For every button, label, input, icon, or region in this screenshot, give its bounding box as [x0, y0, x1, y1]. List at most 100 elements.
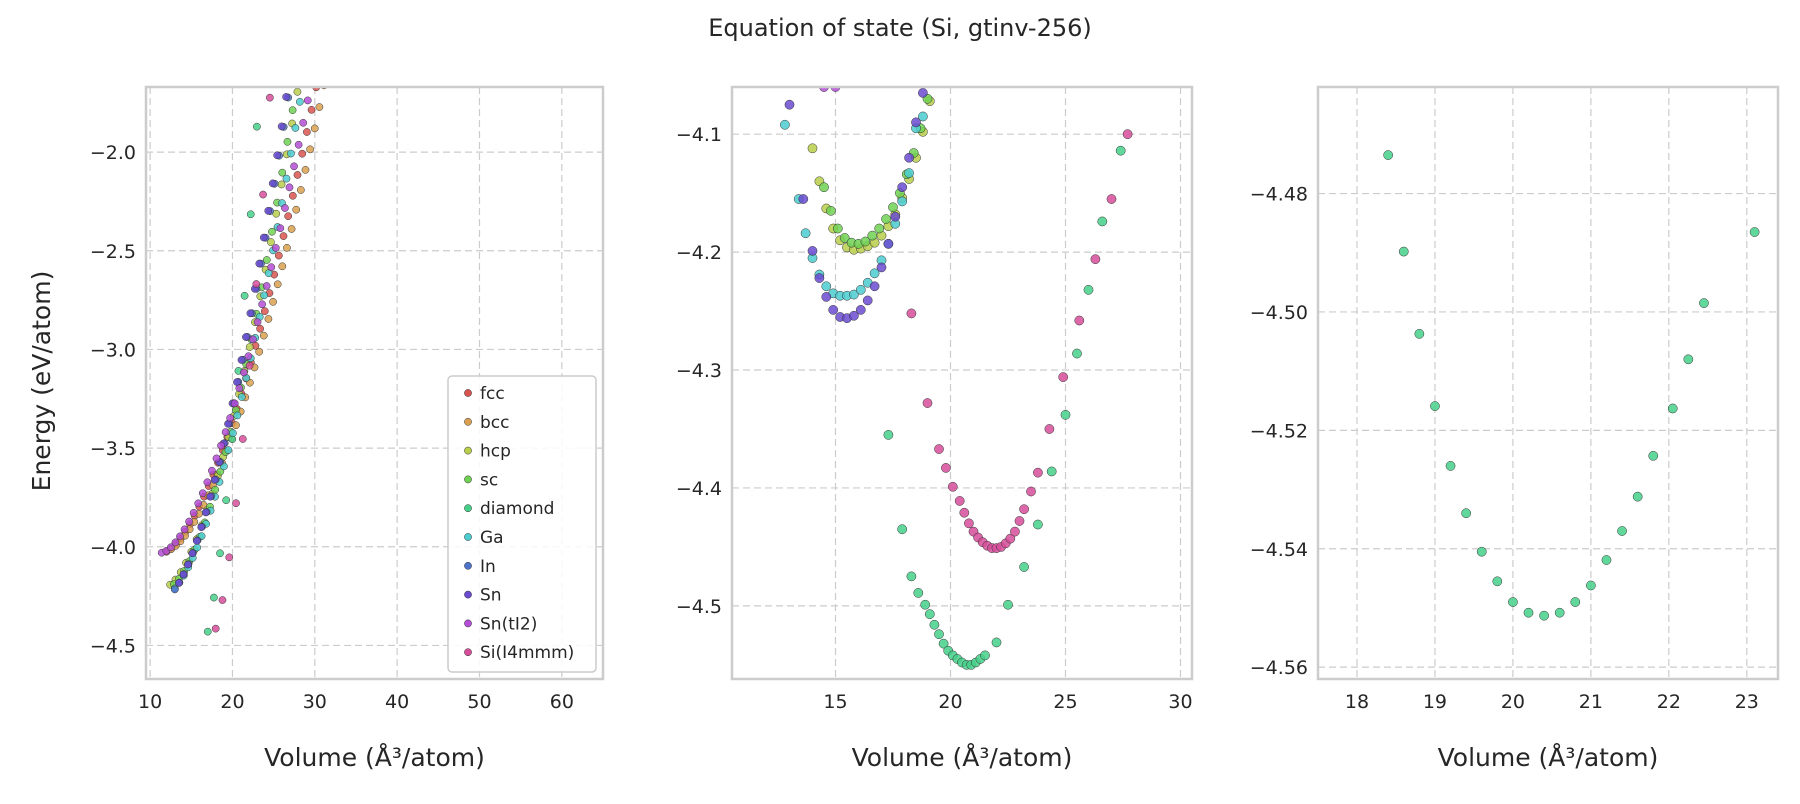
data-point-Sn [862, 295, 873, 306]
data-point-Ga [237, 393, 246, 401]
data-point-Si(I4mmm) [1122, 129, 1133, 140]
data-point-diamond [259, 30, 266, 37]
data-point-diamond [1083, 284, 1094, 295]
data-point-Sn [890, 211, 901, 222]
data-point-Ga [291, 124, 300, 132]
data-point-sc [160, 0, 167, 4]
data-point-Ga [305, 44, 312, 51]
data-point-diamond [1699, 298, 1709, 308]
data-point-diamond [1523, 607, 1534, 618]
data-point-bcc [297, 186, 305, 194]
data-point-Sn [828, 305, 839, 315]
data-point-Si(I4mmm) [1005, 533, 1016, 544]
x-tick-label: 25 [1053, 691, 1077, 713]
data-point-Ga [904, 168, 914, 178]
data-point-sc [155, 0, 162, 4]
data-point-diamond [924, 609, 935, 619]
legend-label: sc [480, 470, 498, 490]
data-point-Ga [855, 284, 866, 295]
data-point-Sn(tI2) [212, 454, 221, 463]
data-point-fcc [154, 0, 161, 4]
data-point-bcc [306, 145, 314, 154]
data-point-hcp [245, 343, 254, 351]
data-point-hcp [151, 0, 158, 4]
data-point-Ga [821, 281, 832, 292]
data-point-hcp [807, 143, 818, 154]
data-point-Sn [242, 333, 250, 341]
data-point-Sn [192, 536, 201, 545]
data-point-Si(I4mmm) [218, 596, 227, 604]
data-point-bcc [273, 280, 282, 289]
data-point-Ga [869, 268, 880, 279]
data-point-sc [819, 182, 829, 193]
data-point-Ga [780, 119, 790, 130]
data-point-diamond [1046, 466, 1057, 477]
data-point-Sn [904, 152, 914, 163]
data-point-Sn(tI2) [267, 263, 276, 272]
data-point-Sn(tI2) [226, 414, 235, 422]
data-point-hcp [304, 23, 311, 30]
data-point-Sn(tI2) [154, 0, 161, 4]
data-point-Si(I4mmm) [199, 0, 206, 4]
data-point-sc [165, 0, 172, 4]
legend-marker [464, 417, 472, 426]
data-point-diamond [991, 637, 1002, 648]
data-point-Sn(tI2) [176, 532, 184, 541]
data-point-sc [278, 168, 287, 177]
data-point-Sn(tI2) [240, 368, 248, 377]
data-point-Sn [237, 356, 246, 364]
data-point-Sn(tI2) [249, 335, 257, 344]
x-tick-label: 30 [303, 691, 327, 713]
y-tick-label: −4.3 [676, 360, 722, 382]
data-point-Sn(tI2) [285, 183, 294, 192]
data-point-Sn [255, 259, 264, 268]
data-point-In [298, 2, 305, 9]
data-point-diamond [222, 496, 231, 505]
data-point-sc [881, 214, 891, 224]
data-point-bcc [330, 37, 337, 44]
data-point-bcc [334, 14, 341, 21]
data-point-diamond [1570, 597, 1581, 607]
data-point-Sn [268, 179, 277, 188]
data-point-Sn [855, 305, 866, 315]
data-point-diamond [1097, 216, 1108, 227]
data-point-Sn(tI2) [185, 517, 193, 526]
x-tick-label: 23 [1735, 691, 1759, 713]
x-tick-label: 19 [1423, 691, 1447, 713]
axes-frame [144, 85, 605, 681]
data-point-Sn(tI2) [180, 525, 189, 534]
data-point-Ga [282, 174, 291, 183]
data-point-Sn(tI2) [271, 244, 280, 252]
data-point-diamond [1539, 610, 1549, 621]
data-point-Ga [310, 17, 317, 24]
y-tick-label: −4.5 [676, 596, 722, 618]
x-tick-label: 20 [220, 691, 244, 713]
data-point-diamond [240, 291, 249, 300]
y-tick-label: −4.0 [90, 537, 136, 559]
data-point-Sn(tI2) [262, 282, 271, 290]
axes-frame [1316, 85, 1780, 681]
data-point-Sn [210, 476, 219, 484]
data-point-Sn(tI2) [149, 0, 156, 4]
y-tick-label: −4.1 [676, 124, 722, 146]
data-point-Sn [197, 523, 206, 532]
data-point-Sn [184, 560, 192, 569]
data-point-diamond [1632, 491, 1643, 502]
data-point-bcc [292, 205, 301, 214]
data-point-sc [299, 41, 306, 48]
legend-label: Sn [480, 586, 502, 606]
data-point-fcc [293, 171, 302, 179]
y-tick-label: −4.4 [676, 478, 722, 500]
legend-label: fcc [480, 384, 505, 404]
data-point-Sn [883, 238, 894, 249]
data-point-Si(I4mmm) [1044, 424, 1055, 434]
data-point-diamond [253, 122, 261, 131]
data-point-diamond [1414, 329, 1425, 339]
data-point-Si(I4mmm) [1058, 372, 1069, 382]
data-point-diamond [1033, 519, 1043, 530]
legend-label: diamond [480, 499, 554, 519]
legend-marker [464, 619, 472, 628]
data-point-bcc [315, 103, 324, 111]
data-point-Sn(tI2) [294, 140, 303, 149]
legend-marker [464, 389, 472, 397]
